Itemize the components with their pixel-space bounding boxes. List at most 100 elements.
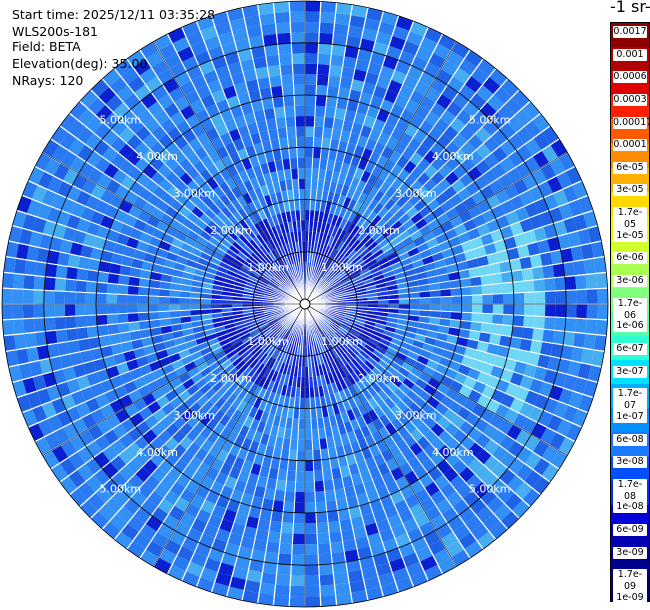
ray-gate [533,316,545,329]
ray-gate [367,199,379,211]
ray-gate [264,108,276,120]
ray-gate [259,508,272,521]
ray-separator [113,303,306,540]
ray-gate [322,287,333,294]
ray-gate [241,135,253,148]
ray-gate [250,252,261,262]
ray-gate [68,138,85,156]
ray-gate [51,145,69,163]
ray-gate [529,378,544,394]
ray-gate [79,162,95,179]
ray-separator [304,303,384,597]
ray-gate [225,418,237,431]
ray-gate [377,389,389,402]
ray-separator [304,225,598,305]
ray-gate [12,274,25,289]
ray-gate [94,140,110,157]
ray-gate [103,163,119,179]
ray-gate [369,128,382,142]
ray-gate [587,226,602,243]
ray-gate [179,297,191,304]
ray-gate [326,258,334,269]
ray-gate [160,273,173,283]
ray-gate [344,485,356,499]
ray-gate [258,2,274,16]
ray-gate [159,281,171,290]
ray-gate [141,499,158,515]
ray-gate [211,458,224,472]
ray-gate [314,264,320,275]
ray-gate [487,94,505,112]
ray-gate [419,304,431,311]
ray-gate [192,274,204,283]
ray-gate [204,557,221,573]
ray-gate [499,157,515,173]
ray-gate [321,458,331,471]
ray-gate [323,288,333,295]
ray-gate [522,488,541,507]
ray-gate [444,342,457,353]
ray-gate [112,169,128,185]
ray-gate [205,266,218,275]
ray-gate [516,126,533,144]
ray-gate [545,304,556,317]
ray-gate [369,466,382,480]
ray-gate [366,258,378,268]
ray-gate [583,380,598,397]
ray-gate [237,251,249,261]
ray-gate [119,371,133,385]
ray-gate [184,236,197,247]
colorbar-tick-label: 0.0006 [613,71,647,84]
ray-gate [389,203,401,216]
ray-gate [305,429,312,440]
ray-gate [246,278,258,286]
ray-gate [114,531,133,549]
ray-gate [493,355,507,369]
ray-gate [416,409,429,422]
ray-gate [398,84,414,99]
ray-gate [246,322,258,330]
ray-gate [249,239,259,250]
ray-gate [391,337,403,347]
ray-gate [430,297,441,304]
ray-gate [262,271,273,280]
ray-gate [373,85,387,99]
ray-separator [304,303,594,399]
ray-gate [294,252,299,264]
ray-gate [471,285,483,295]
ray-gate [476,85,494,102]
ray-gate [187,230,200,242]
ray-gate [492,445,508,462]
ray-gate [81,179,97,195]
ray-gate [357,335,369,344]
ray-gate [381,334,393,343]
ray-gate [319,22,334,34]
ray-gate [316,265,322,276]
ray-gate [285,211,292,223]
ray-gate [459,210,473,223]
ray-gate [180,284,192,292]
ray-gate [102,129,119,146]
ring-label: 2.00km [358,224,400,237]
ray-gate [402,336,415,345]
ray-gate [320,584,335,597]
ray-gate [315,253,321,265]
ray-gate [482,169,498,185]
ray-gate [456,482,473,499]
ray-gate [162,233,175,245]
ray-gate [373,141,386,155]
ray-gate [489,263,501,275]
ray-gate [47,176,63,193]
ray-gate [461,295,473,304]
ray-gate [232,292,244,298]
ray-gate [317,278,325,288]
ray-gate [313,252,319,264]
ray-gate [454,344,467,356]
ray-gate [318,427,326,440]
colorbar-tick-label: 0.0001 [613,139,647,152]
ray-gate [333,477,344,490]
ray-gate [340,130,351,143]
ray-gate [318,43,332,55]
ray-gate [267,283,278,290]
ray-gate [371,164,384,178]
